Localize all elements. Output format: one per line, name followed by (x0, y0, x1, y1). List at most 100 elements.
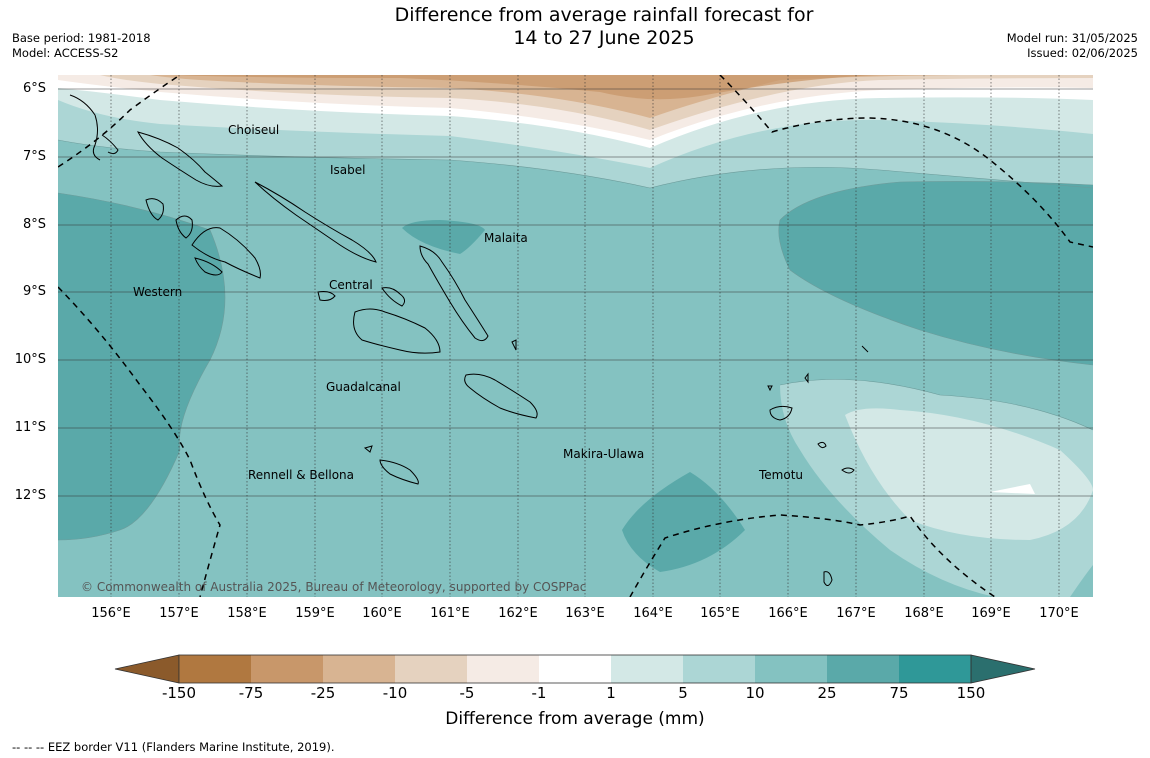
region-label-malaita: Malaita (484, 231, 528, 245)
colorbar-segment (683, 655, 755, 683)
contour-25-75-east (778, 181, 1093, 365)
island-vella (145, 198, 164, 221)
colorbar-tick-label: 1 (606, 684, 616, 702)
island-isabel (254, 181, 377, 263)
colorbar-tick-label: 150 (956, 684, 986, 702)
lon-label: 159°E (295, 606, 335, 621)
colorbar-low-extension (114, 654, 180, 684)
colorbar-high-extension (970, 654, 1036, 684)
colorbar-segment (899, 655, 971, 683)
lon-label: 166°E (768, 606, 808, 621)
region-label-western: Western (133, 285, 183, 299)
map-title: Difference from average rainfall forecas… (0, 4, 1150, 50)
island-russell (317, 291, 336, 301)
colorbar-tick-label: 10 (745, 684, 765, 702)
lat-label: 10°S (14, 352, 46, 367)
island-makira (464, 373, 538, 419)
lon-label: 161°E (430, 606, 470, 621)
meta-left: Base period: 1981-2018 Model: ACCESS-S2 (12, 31, 151, 61)
colorbar-tick-label: -150 (161, 684, 197, 702)
island-santa-cruz (769, 405, 793, 421)
lon-label: 157°E (159, 606, 199, 621)
colorbar-segment (323, 655, 395, 683)
colorbar-tick-label: -1 (531, 684, 547, 702)
island-anuta (823, 571, 833, 586)
lon-label: 158°E (227, 606, 267, 621)
lon-label: 163°E (565, 606, 605, 621)
lat-label: 11°S (14, 420, 46, 435)
lon-label: 156°E (91, 606, 131, 621)
region-label-choiseul: Choiseul (228, 123, 280, 137)
colorbar-segment (827, 655, 899, 683)
lon-label: 169°E (971, 606, 1011, 621)
island-guadalcanal (353, 308, 441, 354)
gridlines (58, 88, 1093, 497)
colorbar-tick-label: -5 (459, 684, 475, 702)
base-period: Base period: 1981-2018 (12, 31, 151, 45)
colorbar-tick-label: -75 (238, 684, 264, 702)
meridians (110, 75, 1060, 597)
colorbar-tick-label: 25 (817, 684, 837, 702)
lon-label: 165°E (700, 606, 740, 621)
region-label-makira-ulawa: Makira-Ulawa (563, 447, 645, 461)
colorbar-segment (395, 655, 467, 683)
contour-25-75-west (58, 193, 225, 540)
colorbar (114, 654, 1036, 684)
island-new-georgia (191, 227, 261, 279)
island-rennell (379, 459, 419, 485)
coastlines (69, 94, 869, 586)
colorbar-tick-label: 75 (889, 684, 909, 702)
lon-label: 170°E (1039, 606, 1079, 621)
colorbar-tick-label: -25 (310, 684, 336, 702)
region-label-rennell-bellona: Rennell & Bellona (248, 468, 355, 482)
island-florida (381, 287, 406, 307)
lon-label: 162°E (498, 606, 538, 621)
region-label-isabel: Isabel (330, 163, 366, 177)
eez-border-note: -- -- -- EEZ border V11 (Flanders Marine… (12, 740, 335, 754)
contour-1-5-southeast (845, 408, 1093, 540)
model-run-date: Model run: 31/05/2025 (1006, 31, 1138, 45)
island-kolombangara (175, 215, 193, 239)
contour-lines (58, 139, 1093, 541)
island-bellona (363, 445, 373, 453)
colorbar-segment (755, 655, 827, 683)
island-malaita (419, 245, 489, 342)
eez-borders (58, 75, 1093, 597)
title-line-2: 14 to 27 June 2025 (513, 27, 695, 49)
contour-25-75-malaita (402, 220, 485, 254)
contour-neg25-neg75 (170, 75, 880, 100)
region-label-central: Central (329, 278, 373, 292)
lon-label: 164°E (633, 606, 673, 621)
lat-label: 12°S (14, 488, 46, 503)
colorbar-segment (467, 655, 539, 683)
colorbar-segment (539, 655, 611, 683)
colorbar-tick-label: 5 (678, 684, 688, 702)
colorbar-segment (251, 655, 323, 683)
colorbar-segment (179, 655, 251, 683)
region-label-temotu: Temotu (759, 468, 804, 482)
copyright-notice: © Commonwealth of Australia 2025, Bureau… (81, 580, 587, 594)
lon-label: 160°E (362, 606, 402, 621)
contour-corner (1070, 565, 1093, 597)
island-bougainville (69, 94, 101, 161)
rainfall-contours (58, 75, 1093, 597)
lat-label: 8°S (22, 217, 46, 232)
colorbar-tick-label: -10 (382, 684, 408, 702)
meta-right: Model run: 31/05/2025 Issued: 02/06/2025 (1007, 31, 1138, 61)
colorbar-title: Difference from average (mm) (445, 709, 705, 729)
lon-label: 167°E (836, 606, 876, 621)
region-label-guadalcanal: Guadalcanal (326, 380, 401, 394)
lon-label: 168°E (904, 606, 944, 621)
island-choiseul (137, 131, 224, 187)
contour-neutral-patch (990, 484, 1035, 494)
title-line-1: Difference from average rainfall forecas… (394, 4, 814, 26)
lat-label: 7°S (22, 149, 46, 164)
model-name: Model: ACCESS-S2 (12, 46, 119, 60)
issued-date: Issued: 02/06/2025 (1027, 46, 1138, 60)
colorbar-segment (611, 655, 683, 683)
contour-25-75-south (622, 472, 745, 572)
lat-label: 6°S (22, 81, 46, 96)
contour-neg10-neg25 (150, 75, 960, 118)
lat-label: 9°S (22, 284, 46, 299)
